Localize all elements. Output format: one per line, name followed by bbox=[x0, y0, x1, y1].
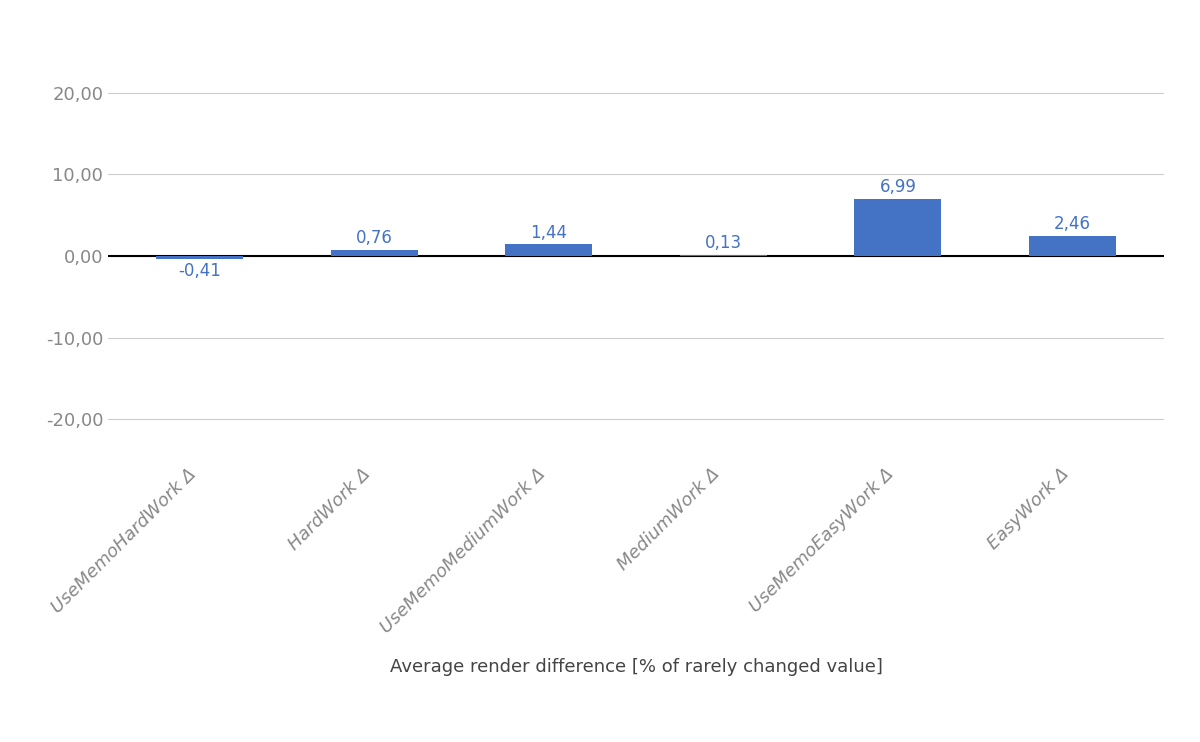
Bar bbox=[1028, 236, 1116, 256]
Text: 2,46: 2,46 bbox=[1054, 215, 1091, 234]
Text: -0,41: -0,41 bbox=[178, 262, 221, 280]
Bar bbox=[854, 199, 942, 256]
Text: 6,99: 6,99 bbox=[880, 179, 917, 197]
Bar bbox=[679, 255, 767, 256]
X-axis label: Average render difference [% of rarely changed value]: Average render difference [% of rarely c… bbox=[390, 657, 882, 676]
Bar bbox=[505, 244, 593, 256]
Text: 0,13: 0,13 bbox=[704, 234, 742, 252]
Bar bbox=[330, 250, 418, 256]
Text: 0,76: 0,76 bbox=[355, 229, 392, 247]
Bar bbox=[156, 256, 244, 260]
Text: 1,44: 1,44 bbox=[530, 224, 568, 242]
